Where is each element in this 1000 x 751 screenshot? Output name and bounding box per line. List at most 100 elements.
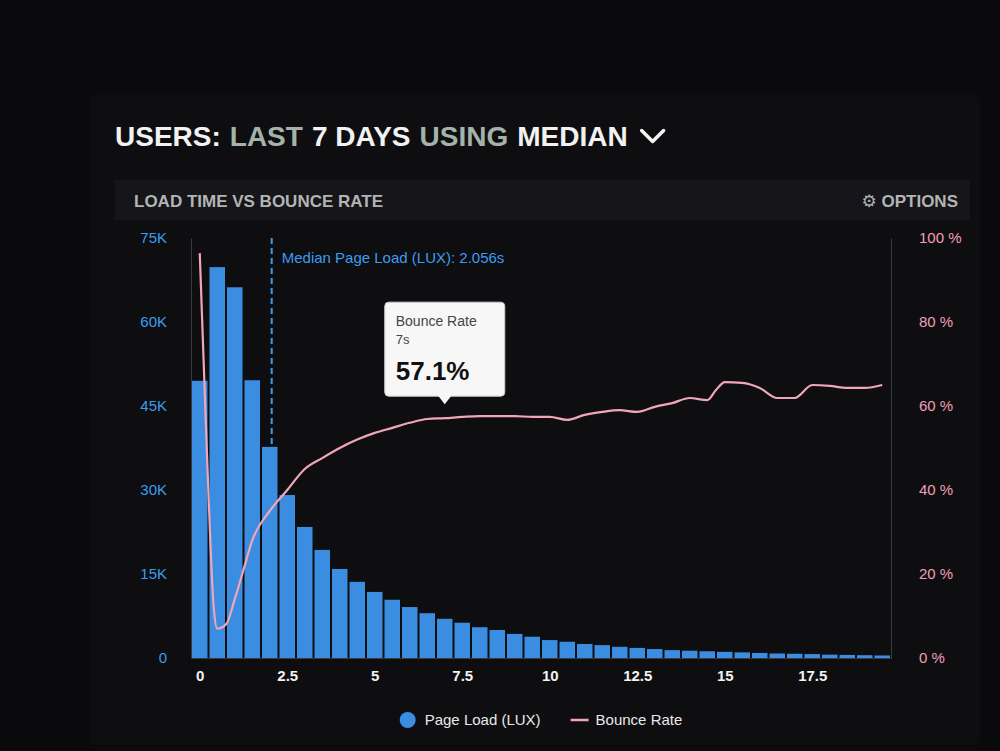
tick: 75K — [140, 229, 191, 246]
y2-axis: 0 % 20 % 40 % 60 % 80 % 100 % — [891, 229, 962, 666]
legend-item: Page Load (LUX) — [400, 711, 541, 728]
y-axis-line — [191, 239, 192, 659]
bar — [402, 607, 418, 658]
y2-axis-line — [891, 239, 892, 659]
bar — [437, 619, 453, 658]
bar — [245, 380, 261, 658]
tick-label: 75K — [140, 229, 167, 246]
y-axis: 015K30K45K60K75K — [140, 229, 191, 666]
tick-label: 45K — [140, 397, 167, 414]
tick-label: 40 % — [919, 481, 953, 498]
legend-swatch — [571, 719, 589, 722]
tooltip: Bounce Rate 7s 57.1% — [385, 302, 505, 404]
bar — [385, 600, 401, 658]
bar — [507, 634, 523, 658]
tooltip-title: Bounce Rate — [396, 313, 477, 329]
tick-label: 30K — [140, 481, 167, 498]
bar — [857, 655, 873, 658]
tick: 0 — [159, 649, 191, 666]
tooltip-pointer — [438, 395, 452, 404]
bar — [822, 655, 838, 658]
bar — [210, 267, 226, 658]
tick-label: 60 % — [919, 397, 953, 414]
options-button[interactable]: ⚙ OPTIONS — [862, 192, 958, 211]
tick-label: 7.5 — [452, 667, 473, 684]
tooltip-x: 7s — [396, 332, 410, 347]
bar — [455, 623, 471, 658]
bar — [332, 569, 348, 658]
tick: 5 — [371, 658, 379, 684]
tick: 30K — [140, 481, 191, 498]
tick: 12.5 — [623, 658, 652, 684]
title-part: LAST — [230, 121, 303, 152]
subtitle-bar — [115, 180, 970, 220]
tick: 40 % — [891, 481, 953, 498]
tick-label: 80 % — [919, 313, 953, 330]
bar — [630, 648, 646, 658]
tick: 15 — [717, 658, 734, 684]
title-part: USING — [419, 121, 508, 152]
bar — [297, 527, 313, 658]
bar — [665, 650, 681, 658]
bar — [805, 654, 821, 658]
title-part: USERS: — [115, 121, 221, 152]
bar — [560, 642, 576, 658]
tick: 15K — [140, 565, 191, 582]
bar — [490, 630, 506, 658]
tick-label: 2.5 — [277, 667, 298, 684]
bar — [542, 640, 558, 658]
legend-label: Page Load (LUX) — [425, 711, 541, 728]
bar — [525, 637, 541, 658]
bar — [367, 592, 383, 658]
x-axis: 0 2.5 5 7.5 10 12.5 15 17.5 — [192, 658, 892, 684]
tick: 100 % — [891, 229, 962, 246]
chart: USERS: LAST 7 DAYS USING MEDIAN LOAD TIME VS … — [0, 0, 1000, 751]
tick-label: 0 — [196, 667, 204, 684]
bar — [787, 654, 803, 658]
bar — [262, 447, 278, 658]
bar — [735, 652, 751, 658]
title-part: MEDIAN — [517, 121, 627, 152]
legend-swatch — [400, 712, 416, 728]
tick-label: 0 % — [919, 649, 945, 666]
bar — [280, 495, 296, 658]
tick: 0 — [196, 658, 204, 684]
legend-label: Bounce Rate — [596, 711, 683, 728]
bar — [595, 645, 611, 658]
plot-area — [192, 238, 890, 658]
tick-label: 20 % — [919, 565, 953, 582]
tick: 80 % — [891, 313, 953, 330]
background — [0, 0, 1000, 751]
bar — [840, 655, 856, 658]
x-axis-line — [192, 658, 892, 659]
bar — [577, 644, 593, 658]
tick: 10 — [542, 658, 559, 684]
tick-label: 15 — [717, 667, 734, 684]
bounce-rate-line — [200, 253, 883, 628]
tick-label: 15K — [140, 565, 167, 582]
tick: 20 % — [891, 565, 953, 582]
bar — [752, 653, 768, 658]
tick: 7.5 — [452, 658, 473, 684]
legend-item: Bounce Rate — [571, 711, 683, 728]
tick: 17.5 — [798, 658, 827, 684]
bar — [612, 647, 628, 658]
tick: 2.5 — [277, 658, 298, 684]
tooltip-value: 57.1% — [396, 356, 470, 386]
bar — [315, 550, 331, 658]
tick-label: 10 — [542, 667, 559, 684]
bar — [350, 582, 366, 658]
tick: 0 % — [891, 649, 945, 666]
tick: 45K — [140, 397, 191, 414]
bar — [647, 649, 663, 658]
tick-label: 17.5 — [798, 667, 827, 684]
title-part: 7 DAYS — [312, 121, 411, 152]
bar — [420, 613, 436, 658]
tick-label: 0 — [159, 649, 167, 666]
bar — [717, 652, 733, 658]
tick: 60 % — [891, 397, 953, 414]
subtitle: LOAD TIME VS BOUNCE RATE — [134, 192, 383, 211]
tick-label: 100 % — [919, 229, 962, 246]
screen-panel — [90, 95, 980, 745]
bar — [700, 651, 716, 658]
